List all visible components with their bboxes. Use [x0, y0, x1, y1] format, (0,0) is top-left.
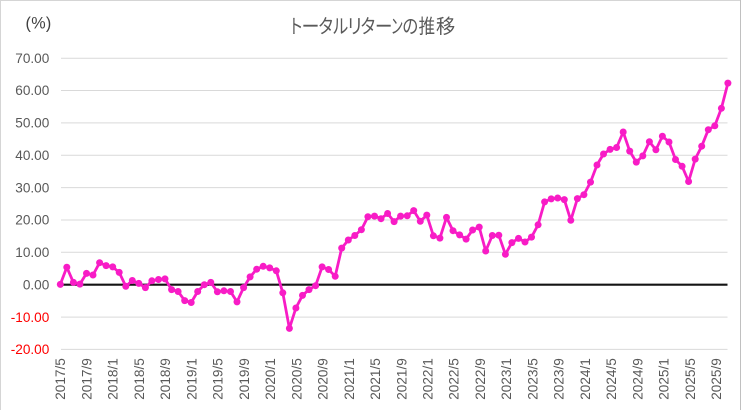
svg-text:2023/5: 2023/5	[525, 358, 540, 400]
svg-text:2022/5: 2022/5	[447, 358, 462, 400]
svg-text:2024/1: 2024/1	[578, 358, 593, 400]
svg-text:2018/9: 2018/9	[158, 358, 173, 400]
svg-text:2018/5: 2018/5	[132, 358, 147, 400]
svg-text:60.00: 60.00	[15, 83, 49, 98]
svg-text:2021/9: 2021/9	[394, 358, 409, 400]
svg-text:2020/9: 2020/9	[316, 358, 331, 400]
svg-text:2025/5: 2025/5	[683, 358, 698, 400]
svg-text:2021/1: 2021/1	[342, 358, 357, 400]
svg-text:2022/1: 2022/1	[421, 358, 436, 400]
svg-text:2024/5: 2024/5	[604, 358, 619, 400]
svg-text:-20.00: -20.00	[11, 342, 50, 357]
svg-text:2020/1: 2020/1	[263, 358, 278, 400]
svg-text:2019/5: 2019/5	[211, 358, 226, 400]
svg-text:70.00: 70.00	[15, 51, 49, 66]
svg-text:0.00: 0.00	[23, 277, 50, 292]
svg-text:(%): (%)	[26, 15, 52, 33]
svg-text:2025/1: 2025/1	[657, 358, 672, 400]
svg-text:2020/5: 2020/5	[289, 358, 304, 400]
svg-text:2017/5: 2017/5	[53, 358, 68, 400]
svg-text:40.00: 40.00	[15, 148, 49, 163]
svg-text:2022/9: 2022/9	[473, 358, 488, 400]
svg-text:2018/1: 2018/1	[106, 358, 121, 400]
svg-text:2025/9: 2025/9	[709, 358, 724, 400]
svg-text:50.00: 50.00	[15, 116, 49, 131]
svg-text:2023/9: 2023/9	[552, 358, 567, 400]
svg-text:2017/9: 2017/9	[79, 358, 94, 400]
svg-text:-10.00: -10.00	[11, 310, 50, 325]
svg-text:2019/1: 2019/1	[184, 358, 199, 400]
svg-text:30.00: 30.00	[15, 180, 49, 195]
svg-text:10.00: 10.00	[15, 245, 49, 260]
svg-text:2019/9: 2019/9	[237, 358, 252, 400]
svg-text:2024/9: 2024/9	[630, 358, 645, 400]
svg-text:2023/1: 2023/1	[499, 358, 514, 400]
svg-text:2021/5: 2021/5	[368, 358, 383, 400]
svg-text:20.00: 20.00	[15, 213, 49, 228]
